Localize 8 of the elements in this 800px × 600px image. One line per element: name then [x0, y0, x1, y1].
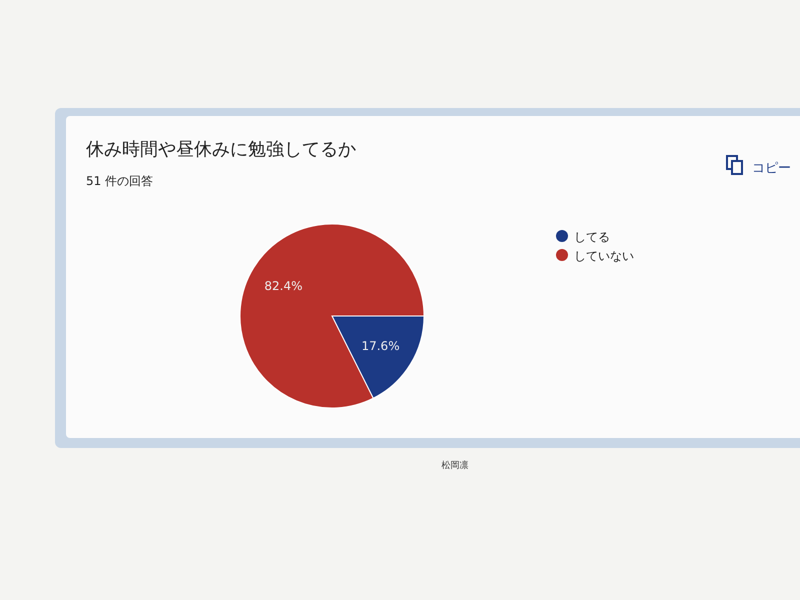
- data-label: 82.4%: [264, 279, 303, 294]
- text: 松岡凛: [442, 460, 468, 471]
- data-label: 17.6%: [361, 338, 400, 353]
- legend-label: していない: [574, 249, 634, 263]
- text: 51 件の回答: [86, 174, 154, 188]
- chart-title: 休み時間や昼休みに勉強してるか: [86, 139, 356, 160]
- text: コピー: [752, 161, 791, 176]
- legend-label: してる: [574, 230, 610, 244]
